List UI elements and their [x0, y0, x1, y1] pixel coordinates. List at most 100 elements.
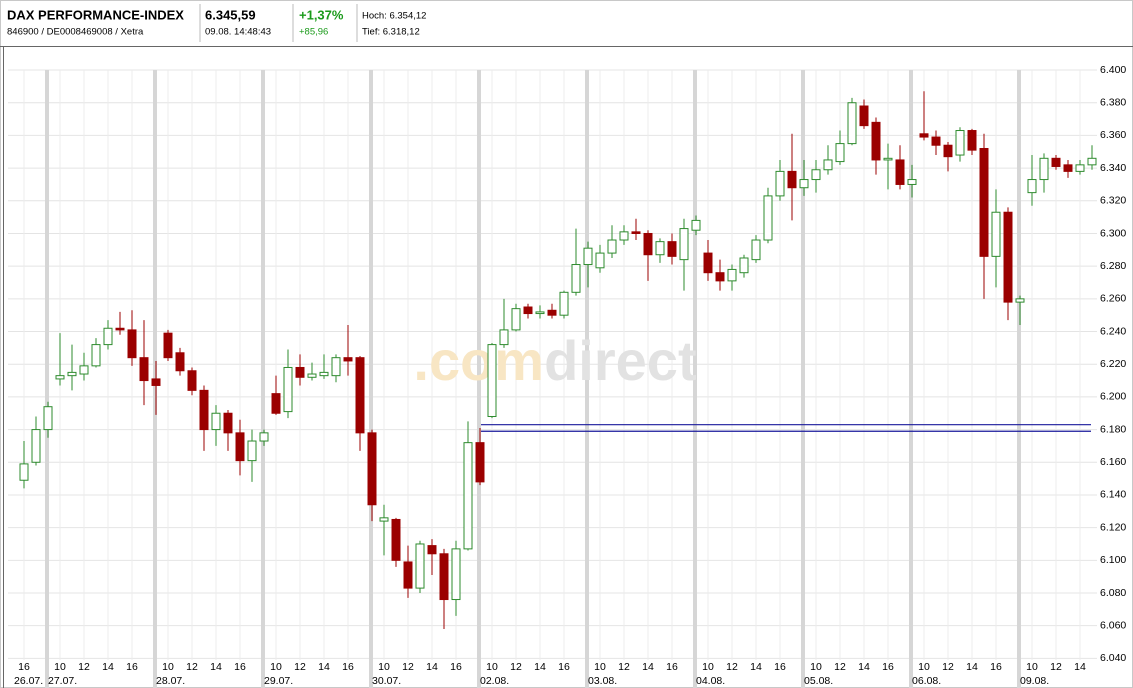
x-tick-label: 14: [966, 661, 978, 673]
candle-body: [607, 239, 617, 254]
y-tick-label: 6.060: [1100, 619, 1126, 631]
candle-body: [943, 144, 953, 158]
candle-body: [667, 241, 677, 257]
y-tick-label: 6.180: [1100, 423, 1126, 435]
candle-body: [967, 130, 977, 151]
x-tick-label: 14: [534, 661, 546, 673]
candle-body: [355, 357, 365, 434]
candle-body: [595, 252, 605, 269]
x-tick-label: 14: [858, 661, 870, 673]
x-tick-label: 12: [726, 661, 738, 673]
candle-body: [139, 357, 149, 382]
date-label: 26.07.: [14, 675, 43, 687]
candle-body: [775, 170, 785, 197]
candle-body: [799, 179, 809, 189]
date-label: 05.08.: [804, 675, 833, 687]
candle-body: [91, 344, 101, 367]
candle-body: [1003, 211, 1013, 303]
x-tick-label: 16: [18, 661, 30, 673]
candle-body: [331, 357, 341, 377]
x-tick-label: 14: [102, 661, 114, 673]
candle-body: [127, 329, 137, 359]
change-absolute: +85,96: [299, 27, 328, 38]
x-tick-label: 14: [210, 661, 222, 673]
x-tick-label: 14: [318, 661, 330, 673]
candle-body: [463, 442, 473, 550]
date-label: 09.08.: [1020, 675, 1049, 687]
watermark-part: .com: [413, 329, 544, 392]
quote-time: 09.08. 14:48:43: [205, 27, 271, 38]
x-tick-label: 10: [1026, 661, 1038, 673]
x-tick-label: 10: [162, 661, 174, 673]
y-tick-label: 6.100: [1100, 554, 1126, 566]
candle-body: [991, 211, 1001, 257]
candle-body: [415, 543, 425, 589]
y-tick-label: 6.080: [1100, 587, 1126, 599]
y-tick-label: 6.280: [1100, 260, 1126, 272]
candle-body: [475, 442, 485, 483]
date-label: 02.08.: [480, 675, 509, 687]
candle-body: [907, 179, 917, 185]
candle-body: [739, 257, 749, 274]
candle-body: [103, 327, 113, 346]
candle-body: [559, 291, 569, 316]
candle-body: [283, 366, 293, 413]
y-tick-label: 6.300: [1100, 227, 1126, 239]
x-tick-label: 10: [918, 661, 930, 673]
candle-body: [715, 272, 725, 282]
y-tick-label: 6.260: [1100, 293, 1126, 305]
x-tick-label: 10: [594, 661, 606, 673]
candle-body: [931, 136, 941, 146]
candle-body: [199, 389, 209, 431]
y-tick-label: 6.360: [1100, 129, 1126, 141]
candle-body: [427, 545, 437, 555]
candle-body: [703, 252, 713, 274]
candle-body: [1051, 157, 1061, 167]
candle-body: [571, 264, 581, 293]
candle-body: [823, 159, 833, 171]
candle-body: [895, 159, 905, 185]
x-tick-label: 14: [750, 661, 762, 673]
candle-body: [31, 429, 41, 463]
candle-body: [619, 231, 629, 241]
candle-body: [67, 371, 77, 377]
watermark: .comdirect: [413, 329, 696, 392]
candle-body: [859, 105, 869, 127]
date-label: 03.08.: [588, 675, 617, 687]
candle-body: [343, 357, 353, 362]
x-tick-label: 16: [342, 661, 354, 673]
candle-body: [691, 219, 701, 231]
y-tick-label: 6.200: [1100, 391, 1126, 403]
x-tick-label: 10: [702, 661, 714, 673]
candle-body: [763, 195, 773, 241]
candle-body: [655, 241, 665, 256]
watermark-part: direct: [544, 329, 697, 392]
candle-body: [631, 231, 641, 234]
y-tick-label: 6.160: [1100, 456, 1126, 468]
candle-body: [247, 440, 257, 462]
y-tick-label: 6.340: [1100, 162, 1126, 174]
date-label: 28.07.: [156, 675, 185, 687]
candle-body: [79, 365, 89, 375]
y-tick-label: 6.220: [1100, 358, 1126, 370]
x-tick-label: 14: [1074, 661, 1086, 673]
x-tick-label: 10: [810, 661, 822, 673]
candle-body: [643, 232, 653, 256]
day-high: Hoch: 6.354,12: [362, 11, 426, 22]
candle-body: [115, 327, 125, 331]
candle-body: [1087, 157, 1097, 166]
day-low: Tief: 6.318,12: [362, 27, 420, 38]
x-tick-label: 16: [234, 661, 246, 673]
plot: 6.040 6.060 6.080 6.100 6.120 6.140 6.160 6.180…: [8, 64, 1126, 688]
candle-body: [307, 373, 317, 378]
instrument-title: DAX PERFORMANCE-INDEX: [7, 7, 184, 22]
candle-body: [439, 553, 449, 601]
candle-body: [151, 378, 161, 386]
x-tick-label: 12: [510, 661, 522, 673]
candle-body: [451, 548, 461, 601]
x-tick-label: 16: [882, 661, 894, 673]
y-tick-label: 6.320: [1100, 195, 1126, 207]
candle-body: [583, 247, 593, 266]
candle-body: [1027, 179, 1037, 194]
